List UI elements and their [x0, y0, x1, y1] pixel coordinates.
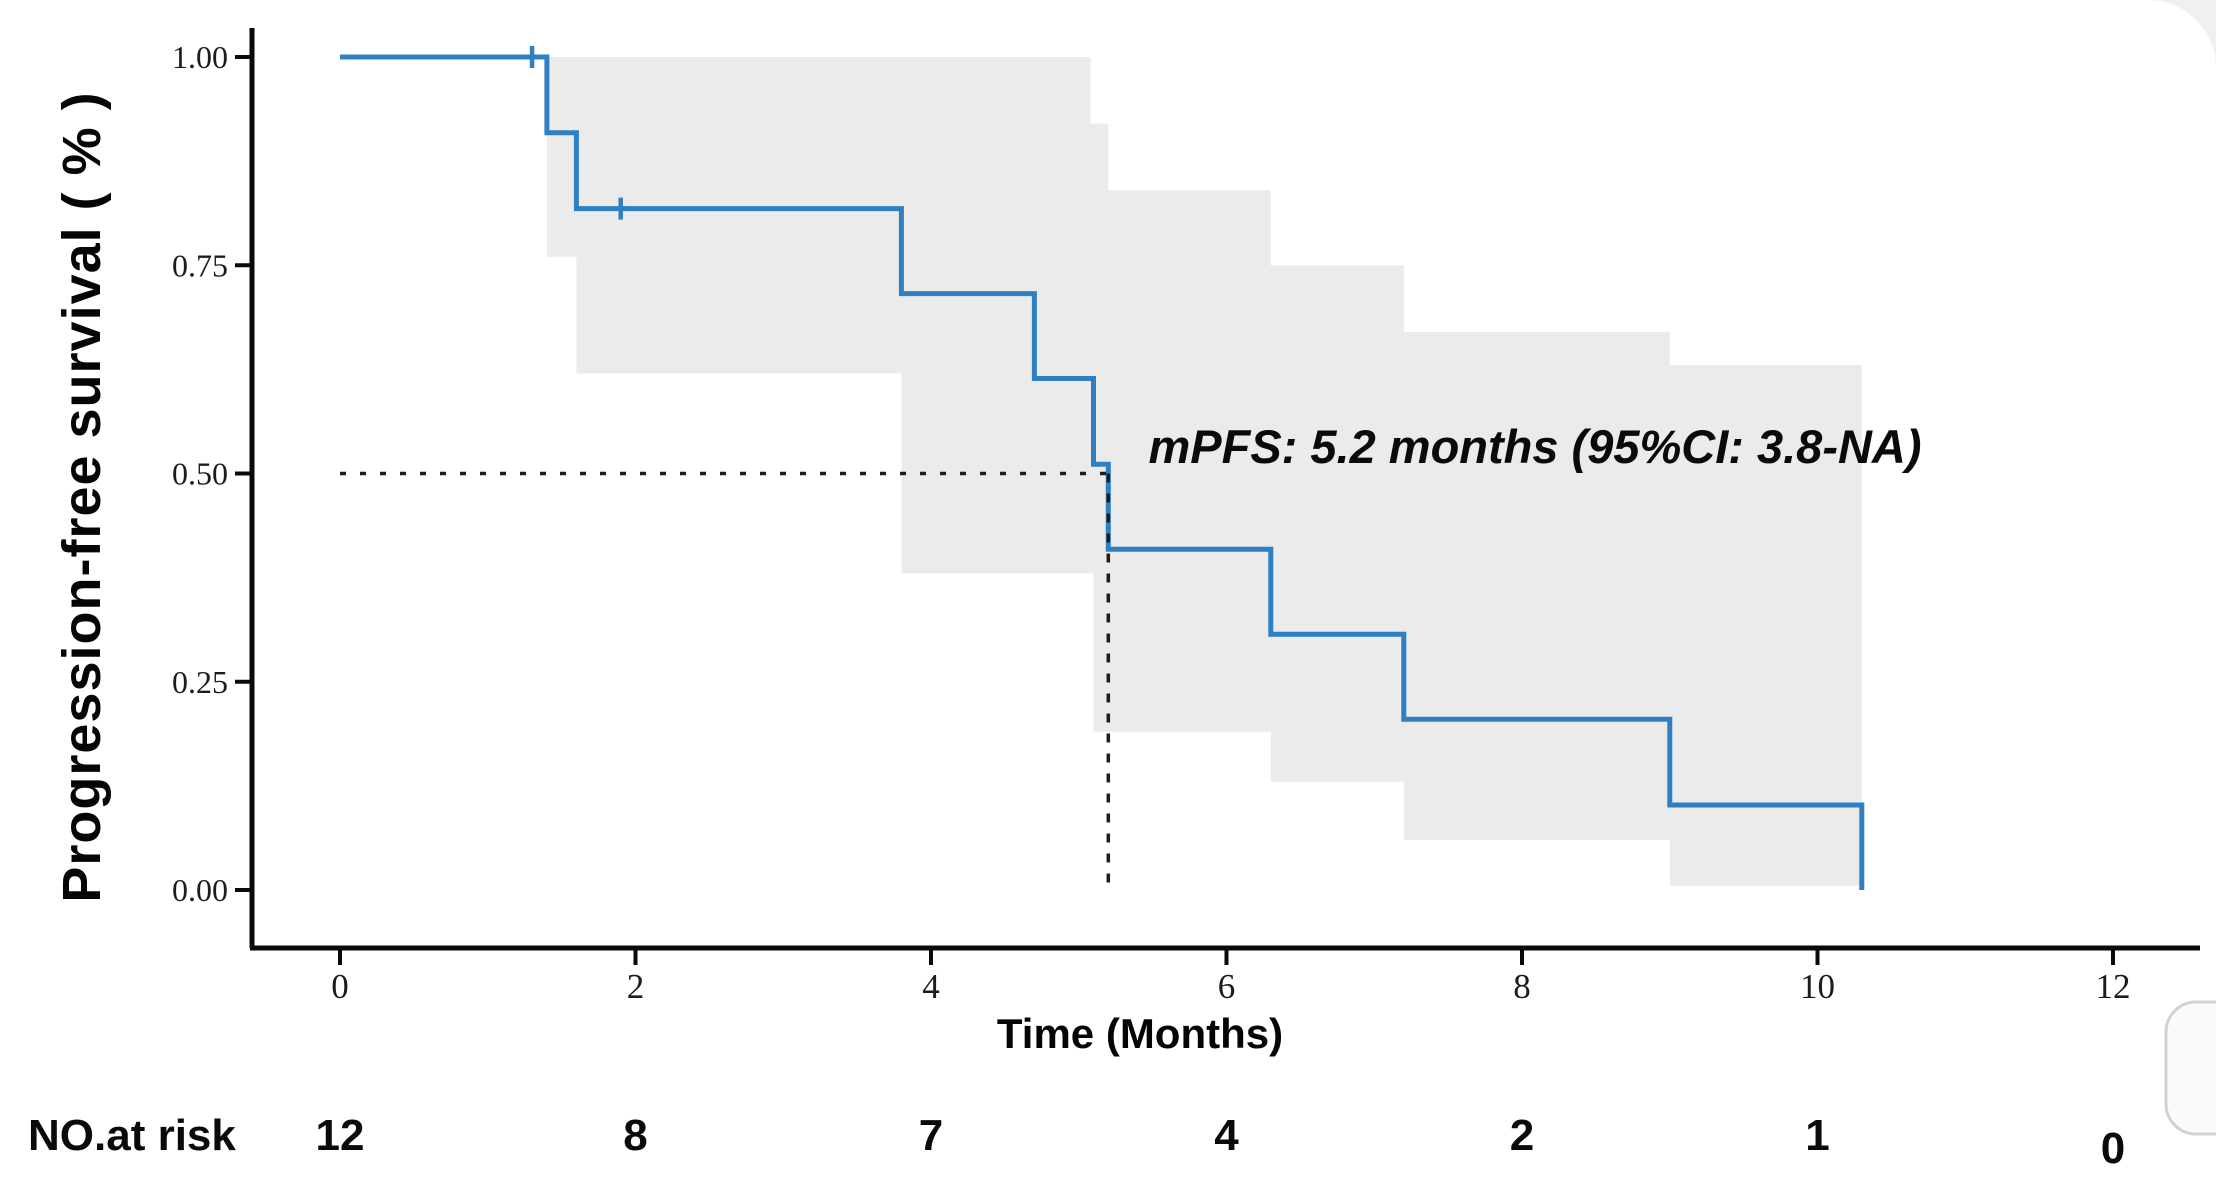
- median-reference-lines: [340, 471, 1111, 890]
- rounded-corner-artifact-top-right: [2148, 0, 2216, 66]
- censor-marks: [521, 46, 632, 220]
- scroll-edge-artifact-right: [2164, 1000, 2216, 1136]
- y-tick-label-1.00: 1.00: [172, 39, 228, 75]
- risk-count-month-8: 2: [1510, 1111, 1534, 1160]
- censor-mark-0: [521, 46, 544, 68]
- x-tick-label-4: 4: [922, 967, 940, 1006]
- x-tick-label-0: 0: [331, 967, 349, 1006]
- x-tick-label-12: 12: [2096, 967, 2131, 1006]
- censor-mark-1: [609, 197, 632, 220]
- x-tick-label-2: 2: [627, 967, 645, 1006]
- risk-count-month-2: 8: [623, 1111, 647, 1160]
- y-axis-title: Progression-free survival ( % ): [52, 91, 112, 902]
- km-step-curve: [340, 54, 1865, 890]
- risk-count-month-12: 0: [2101, 1124, 2125, 1173]
- median-annotation: mPFS: 5.2 months (95%CI: 3.8-NA): [1148, 420, 1921, 473]
- risk-count-month-0: 12: [316, 1111, 365, 1160]
- risk-table-values: 12 8 7 4 2 1 0: [316, 1111, 2126, 1173]
- x-tick-label-8: 8: [1513, 967, 1531, 1006]
- x-tick-labels: 0 2 4 6 8 10 12: [331, 967, 2130, 1006]
- risk-count-month-4: 7: [919, 1111, 943, 1160]
- y-tick-label-0.75: 0.75: [172, 247, 228, 283]
- x-tick-label-10: 10: [1800, 967, 1835, 1006]
- x-axis-title: Time (Months): [997, 1010, 1283, 1057]
- y-tick-label-0.00: 0.00: [172, 872, 228, 908]
- y-tick-labels: 1.00 0.75 0.50 0.25 0.00: [172, 39, 228, 908]
- axes: [235, 28, 2200, 965]
- y-tick-label-0.25: 0.25: [172, 664, 228, 700]
- km-curve-path: [340, 54, 1865, 890]
- confidence-interval-band: [546, 57, 1862, 886]
- risk-count-month-10: 1: [1805, 1111, 1829, 1160]
- risk-table-label: NO.at risk: [28, 1111, 236, 1160]
- ci-band-polygon: [546, 57, 1862, 886]
- x-tick-label-6: 6: [1218, 967, 1236, 1006]
- risk-count-month-6: 4: [1214, 1111, 1239, 1160]
- y-tick-label-0.50: 0.50: [172, 456, 228, 492]
